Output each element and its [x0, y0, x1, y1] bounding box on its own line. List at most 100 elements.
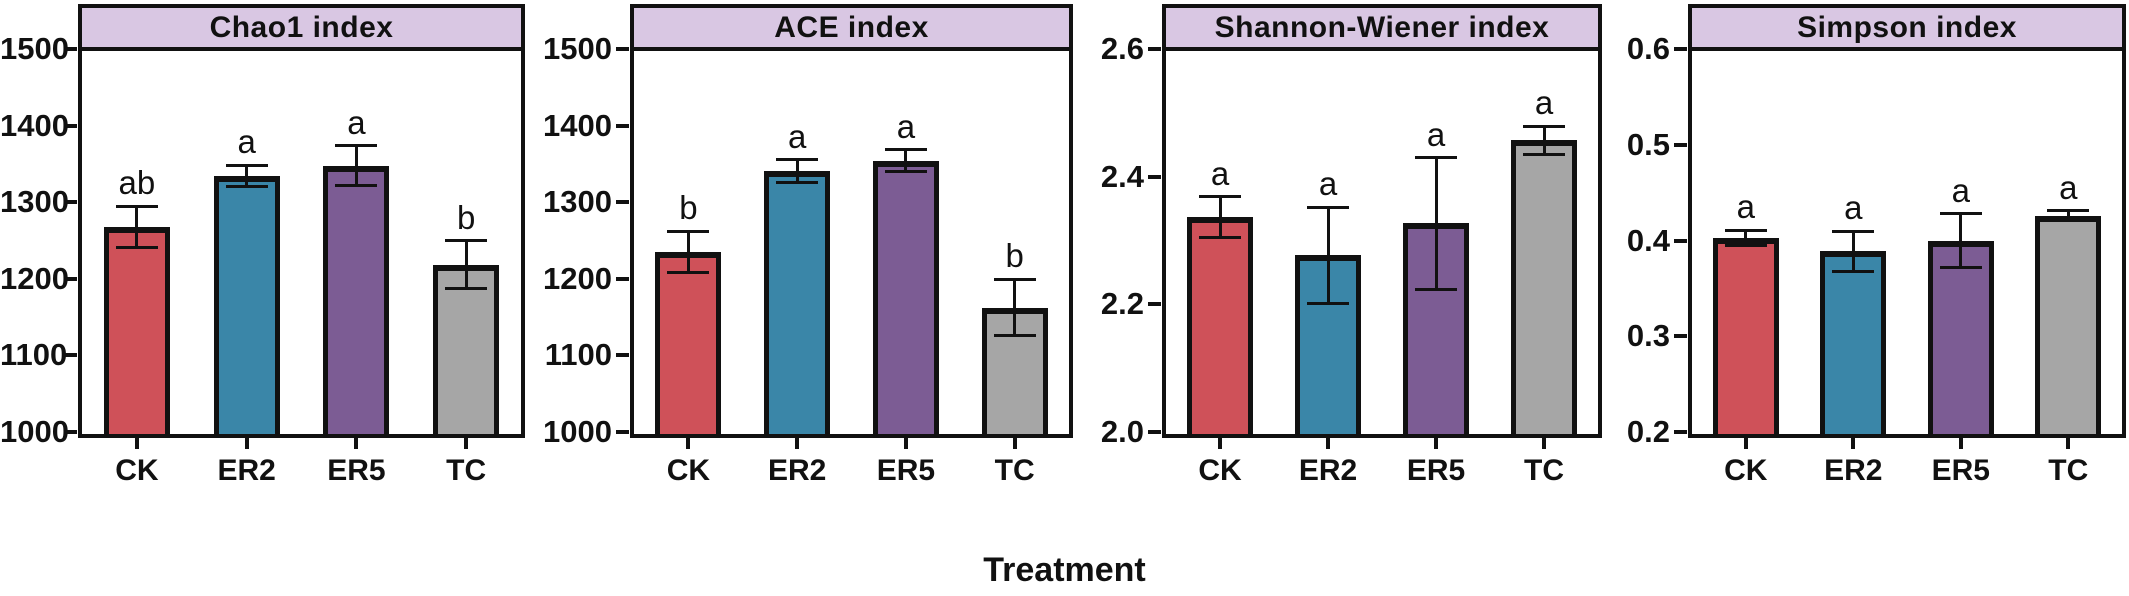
- significance-letter: a: [1736, 188, 1755, 226]
- y-axis-chao1: 1000 1100 1200 1300 1400 1500: [0, 0, 78, 596]
- y-tick-mark: [616, 200, 629, 205]
- panel-title: Shannon-Wiener index: [1214, 10, 1550, 44]
- bar-ck: [103, 227, 170, 434]
- x-tick-mark: [134, 438, 139, 449]
- error-bar-cap-bottom: [993, 334, 1036, 338]
- y-tick-mark: [616, 123, 629, 128]
- y-tick-mark: [64, 47, 77, 51]
- panel-title: ACE index: [774, 10, 929, 44]
- y-axis-shannon: 2.0 2.2 2.4 2.6: [1073, 0, 1162, 596]
- y-tick-label: 1000: [0, 414, 69, 449]
- y-tick-mark: [616, 276, 629, 281]
- y-tick-mark: [1674, 142, 1687, 147]
- panel-shannon: 2.0 2.2 2.4 2.6 Shannon-Wiener index a a a a C…: [1073, 0, 1602, 596]
- x-tick-label: CK: [1724, 454, 1768, 487]
- error-bar-whisker: [1434, 157, 1438, 290]
- x-axis-title: Treatment: [983, 551, 1146, 589]
- significance-letter: b: [1005, 237, 1024, 275]
- bar-tc: [2035, 215, 2102, 434]
- y-tick-label: 0.4: [1626, 222, 1670, 258]
- bar-er2: [764, 171, 831, 434]
- x-tick-mark: [1218, 438, 1222, 449]
- panel-title-strip: Shannon-Wiener index: [1162, 4, 1602, 51]
- error-bar-cap-bottom: [1939, 265, 1982, 269]
- bar-tc: [1511, 140, 1577, 434]
- x-tick-mark: [903, 438, 908, 449]
- y-tick-label: 2.6: [1100, 31, 1144, 66]
- y-tick-label: 1500: [543, 31, 612, 66]
- y-tick-label: 1400: [543, 107, 612, 143]
- significance-letter: a: [1951, 171, 1970, 209]
- x-tick-mark: [464, 438, 469, 449]
- error-bar-whisker: [1959, 213, 1963, 268]
- error-bar-whisker: [1542, 126, 1546, 155]
- y-tick-mark: [64, 276, 77, 281]
- error-bar-cap-bottom: [1523, 152, 1565, 156]
- x-tick-mark: [686, 438, 691, 449]
- x-tick-mark: [1851, 438, 1856, 449]
- error-bar-cap-bottom: [115, 246, 158, 250]
- x-tick-label: ER5: [327, 454, 386, 487]
- significance-letter: a: [1844, 189, 1863, 226]
- error-bar-cap-top: [884, 148, 927, 152]
- bar-er5: [1927, 240, 1994, 434]
- error-bar-cap-bottom: [445, 286, 488, 290]
- y-tick-label: 1300: [0, 184, 69, 220]
- y-tick-label: 1200: [543, 260, 612, 296]
- plot-area-simpson: Simpson index a a a a CK ER2 ER5 TC: [1688, 0, 2126, 596]
- error-bar-cap-top: [776, 158, 819, 162]
- x-tick-label: ER5: [876, 454, 936, 487]
- y-tick-mark: [616, 47, 629, 51]
- x-tick-mark: [1012, 438, 1017, 449]
- significance-letter: a: [1426, 115, 1446, 153]
- x-tick-mark: [2066, 438, 2071, 449]
- error-bar-cap-top: [1199, 195, 1241, 199]
- error-bar-cap-bottom: [1199, 235, 1241, 239]
- x-tick-label: TC: [994, 454, 1035, 487]
- error-bar-cap-top: [2047, 209, 2090, 213]
- x-tick-mark: [244, 438, 249, 449]
- x-tick-mark: [1434, 438, 1438, 449]
- significance-letter: b: [679, 189, 698, 226]
- error-bar-whisker: [795, 159, 799, 183]
- error-bar-cap-bottom: [2047, 218, 2090, 222]
- x-tick-label: CK: [115, 454, 159, 487]
- x-tick-mark: [1542, 438, 1546, 449]
- error-bar-cap-bottom: [335, 184, 378, 188]
- x-tick-label: TC: [1524, 454, 1564, 487]
- significance-letter: a: [347, 103, 366, 141]
- y-tick-label: 0.6: [1626, 31, 1670, 66]
- error-bar-cap-top: [1832, 229, 1875, 233]
- error-bar-cap-top: [1415, 156, 1457, 160]
- significance-letter: a: [2059, 168, 2078, 206]
- y-tick-mark: [1148, 302, 1161, 307]
- y-tick-label: 1500: [0, 31, 69, 66]
- y-tick-mark: [64, 353, 77, 358]
- error-bar-cap-top: [1307, 205, 1349, 209]
- x-tick-mark: [1958, 438, 1963, 449]
- y-tick-label: 2.4: [1100, 158, 1144, 194]
- bar-er2: [1820, 251, 1887, 434]
- y-tick-mark: [1674, 334, 1687, 339]
- x-tick-mark: [354, 438, 359, 449]
- error-bar-cap-bottom: [667, 270, 710, 274]
- y-tick-label: 1200: [0, 260, 69, 296]
- error-bar-whisker: [1013, 279, 1017, 336]
- significance-letter: b: [456, 198, 476, 236]
- error-bar-whisker: [1326, 207, 1330, 304]
- significance-letter: ab: [118, 164, 156, 202]
- plot-frame: b a a b: [630, 51, 1073, 438]
- error-bar-cap-top: [1724, 228, 1767, 232]
- panel-title: Chao1 index: [209, 10, 394, 44]
- y-tick-label: 1300: [543, 184, 612, 220]
- bar-er5: [872, 160, 939, 434]
- error-bar-cap-bottom: [1307, 301, 1349, 305]
- bar-er2: [213, 175, 280, 434]
- y-tick-mark: [1674, 47, 1687, 51]
- panel-ace: 1000 1100 1200 1300 1400 1500 ACE index b a a b …: [525, 0, 1073, 596]
- x-tick-label: ER5: [1931, 454, 1990, 487]
- error-bar-whisker: [354, 145, 358, 186]
- x-tick-label: TC: [2048, 454, 2089, 487]
- bar-ck: [1187, 216, 1253, 434]
